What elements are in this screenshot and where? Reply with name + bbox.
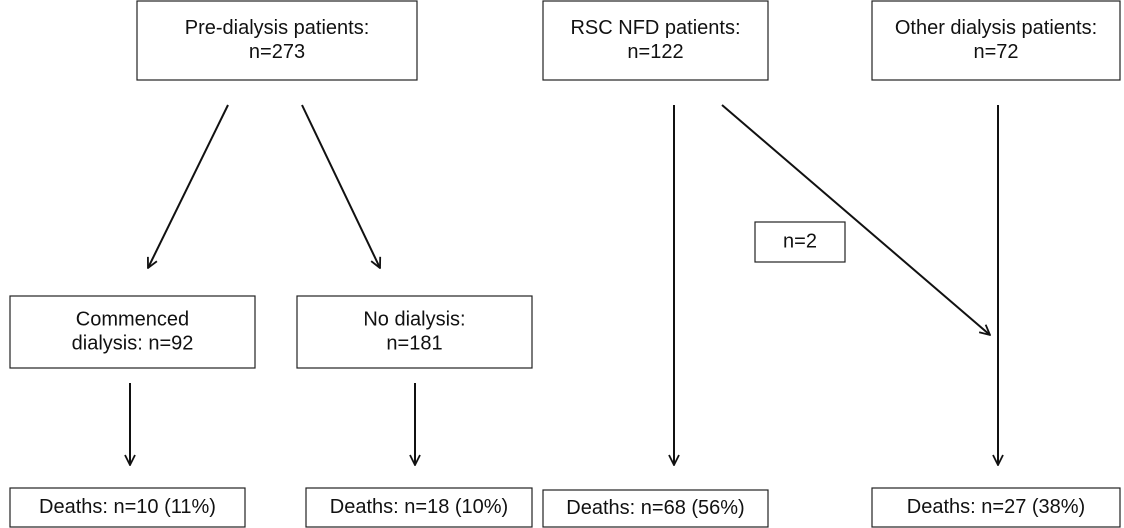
node-label: No dialysis: <box>363 308 465 330</box>
boxes: Pre-dialysis patients:n=273 RSC NFD patie… <box>9 0 1121 528</box>
node-label: n=72 <box>973 41 1018 63</box>
node-label: n=122 <box>627 41 683 63</box>
node-label: Other dialysis patients: <box>895 17 1097 39</box>
node-box <box>871 487 1121 528</box>
node-label: dialysis: n=92 <box>72 332 194 354</box>
node-label: n=2 <box>783 230 817 252</box>
node-label: Deaths: n=27 (38%) <box>907 496 1085 518</box>
node-label: Deaths: n=10 (11%) <box>39 496 216 518</box>
node-box <box>9 295 256 369</box>
node-box <box>305 487 533 528</box>
node-label: Pre-dialysis patients: <box>185 17 370 39</box>
node-label: n=181 <box>386 332 442 354</box>
node-box <box>296 295 533 369</box>
node-box <box>9 487 246 528</box>
arrow <box>301 104 380 268</box>
arrow <box>148 104 229 268</box>
node-label: n=273 <box>249 41 305 63</box>
arrow <box>721 104 990 335</box>
node-label: Deaths: n=68 (56%) <box>566 497 744 519</box>
node-box <box>754 221 846 263</box>
node-box <box>542 489 769 528</box>
node-label: Deaths: n=18 (10%) <box>330 496 508 518</box>
node-box <box>871 0 1121 81</box>
node-box <box>542 0 769 81</box>
arrows <box>130 104 998 465</box>
node-label: RSC NFD patients: <box>570 17 740 39</box>
node-box <box>136 0 418 81</box>
node-label: Commenced <box>76 308 189 330</box>
